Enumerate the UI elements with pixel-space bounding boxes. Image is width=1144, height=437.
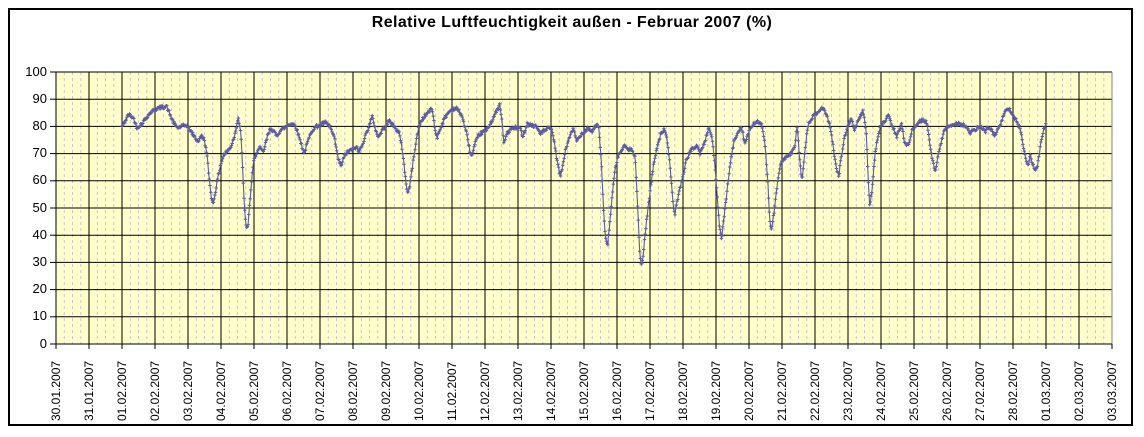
x-tick-label: 19.02.2007 bbox=[708, 360, 723, 421]
x-tick-label: 16.02.2007 bbox=[609, 360, 624, 421]
x-tick-label: 23.02.2007 bbox=[840, 360, 855, 421]
x-tick-label: 01.02.2007 bbox=[114, 360, 129, 421]
x-tick-label: 06.02.2007 bbox=[279, 360, 294, 421]
y-tick-label: 40 bbox=[32, 226, 47, 242]
x-tick-label: 28.02.2007 bbox=[1005, 360, 1020, 421]
x-tick-label: 22.02.2007 bbox=[807, 360, 822, 421]
x-tick-label: 25.02.2007 bbox=[906, 360, 921, 421]
y-tick-label: 30 bbox=[32, 253, 47, 269]
y-tick-label: 60 bbox=[32, 172, 47, 188]
y-tick-label: 20 bbox=[32, 281, 47, 297]
y-tick-label: 70 bbox=[32, 145, 47, 161]
y-tick-label: 10 bbox=[32, 308, 47, 324]
x-tick-label: 27.02.2007 bbox=[972, 360, 987, 421]
x-tick-label: 07.02.2007 bbox=[312, 360, 327, 421]
x-tick-label: 08.02.2007 bbox=[345, 360, 360, 421]
x-tick-label: 04.02.2007 bbox=[213, 360, 228, 421]
y-tick-label: 50 bbox=[32, 199, 47, 215]
x-tick-label: 02.02.2007 bbox=[147, 360, 162, 421]
chart-title: Relative Luftfeuchtigkeit außen - Februa… bbox=[371, 14, 773, 31]
x-tick-label: 15.02.2007 bbox=[576, 360, 591, 421]
x-tick-label: 20.02.2007 bbox=[741, 360, 756, 421]
x-tick-label: 11.02.2007 bbox=[444, 361, 459, 421]
x-tick-label: 17.02.2007 bbox=[642, 360, 657, 421]
x-tick-label: 09.02.2007 bbox=[378, 360, 393, 421]
x-tick-label: 10.02.2007 bbox=[411, 360, 426, 421]
x-tick-label: 03.03.2007 bbox=[1104, 360, 1119, 421]
x-tick-label: 12.02.2007 bbox=[477, 360, 492, 421]
humidity-series bbox=[120, 102, 1048, 266]
x-tick-label: 13.02.2007 bbox=[510, 360, 525, 421]
x-tick-label: 01.03.2007 bbox=[1038, 360, 1053, 421]
x-tick-label: 26.02.2007 bbox=[939, 360, 954, 421]
x-tick-label: 30.01.2007 bbox=[48, 360, 63, 421]
x-tick-label: 24.02.2007 bbox=[873, 360, 888, 421]
x-tick-label: 02.03.2007 bbox=[1071, 360, 1086, 421]
x-tick-label: 14.02.2007 bbox=[543, 360, 558, 421]
x-tick-label: 31.01.2007 bbox=[81, 360, 96, 421]
y-tick-label: 90 bbox=[32, 90, 47, 106]
x-tick-label: 05.02.2007 bbox=[246, 360, 261, 421]
x-tick-label: 18.02.2007 bbox=[675, 360, 690, 421]
y-tick-label: 0 bbox=[39, 335, 47, 351]
y-tick-label: 100 bbox=[25, 63, 47, 79]
x-tick-label: 21.02.2007 bbox=[774, 360, 789, 421]
x-tick-label: 03.02.2007 bbox=[180, 360, 195, 421]
y-tick-label: 80 bbox=[32, 117, 47, 133]
